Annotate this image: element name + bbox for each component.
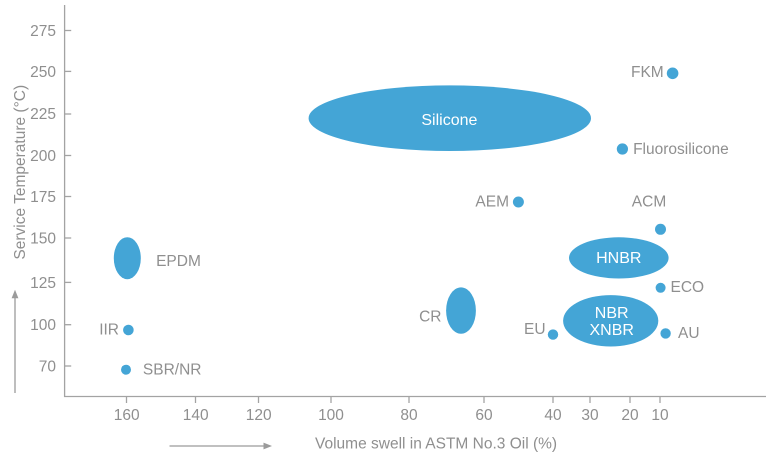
svg-text:ECO: ECO — [671, 279, 705, 296]
svg-text:30: 30 — [581, 407, 599, 424]
svg-text:XNBR: XNBR — [589, 322, 633, 339]
svg-text:250: 250 — [30, 64, 56, 81]
svg-text:150: 150 — [30, 231, 56, 248]
svg-text:SBR/NR: SBR/NR — [143, 361, 202, 378]
svg-text:EPDM: EPDM — [156, 253, 201, 270]
svg-text:NBR: NBR — [595, 305, 629, 322]
svg-text:20: 20 — [621, 407, 639, 424]
svg-text:225: 225 — [30, 106, 56, 123]
svg-text:EU: EU — [524, 321, 546, 338]
svg-text:10: 10 — [651, 407, 669, 424]
svg-text:HNBR: HNBR — [596, 250, 641, 267]
svg-text:125: 125 — [30, 275, 56, 292]
svg-text:200: 200 — [30, 148, 56, 165]
svg-text:140: 140 — [183, 407, 209, 424]
svg-text:100: 100 — [318, 407, 344, 424]
svg-text:CR: CR — [419, 309, 441, 326]
svg-text:IIR: IIR — [99, 322, 119, 339]
svg-text:Fluorosilicone: Fluorosilicone — [633, 141, 729, 158]
svg-text:AU: AU — [678, 325, 700, 342]
svg-text:Service Temperature (°C): Service Temperature (°C) — [12, 85, 29, 260]
svg-text:ACM: ACM — [632, 194, 666, 211]
svg-text:FKM: FKM — [631, 64, 664, 81]
svg-text:60: 60 — [475, 407, 493, 424]
svg-text:160: 160 — [114, 407, 140, 424]
svg-text:275: 275 — [30, 23, 56, 40]
svg-text:100: 100 — [30, 317, 56, 334]
svg-text:AEM: AEM — [475, 194, 509, 211]
svg-text:70: 70 — [39, 359, 57, 376]
svg-text:120: 120 — [246, 407, 272, 424]
svg-text:175: 175 — [30, 189, 56, 206]
svg-text:Silicone: Silicone — [421, 112, 477, 129]
svg-text:40: 40 — [544, 407, 562, 424]
svg-text:Volume swell in ASTM No.3 Oil: Volume swell in ASTM No.3 Oil (%) — [315, 436, 557, 453]
svg-text:80: 80 — [400, 407, 418, 424]
